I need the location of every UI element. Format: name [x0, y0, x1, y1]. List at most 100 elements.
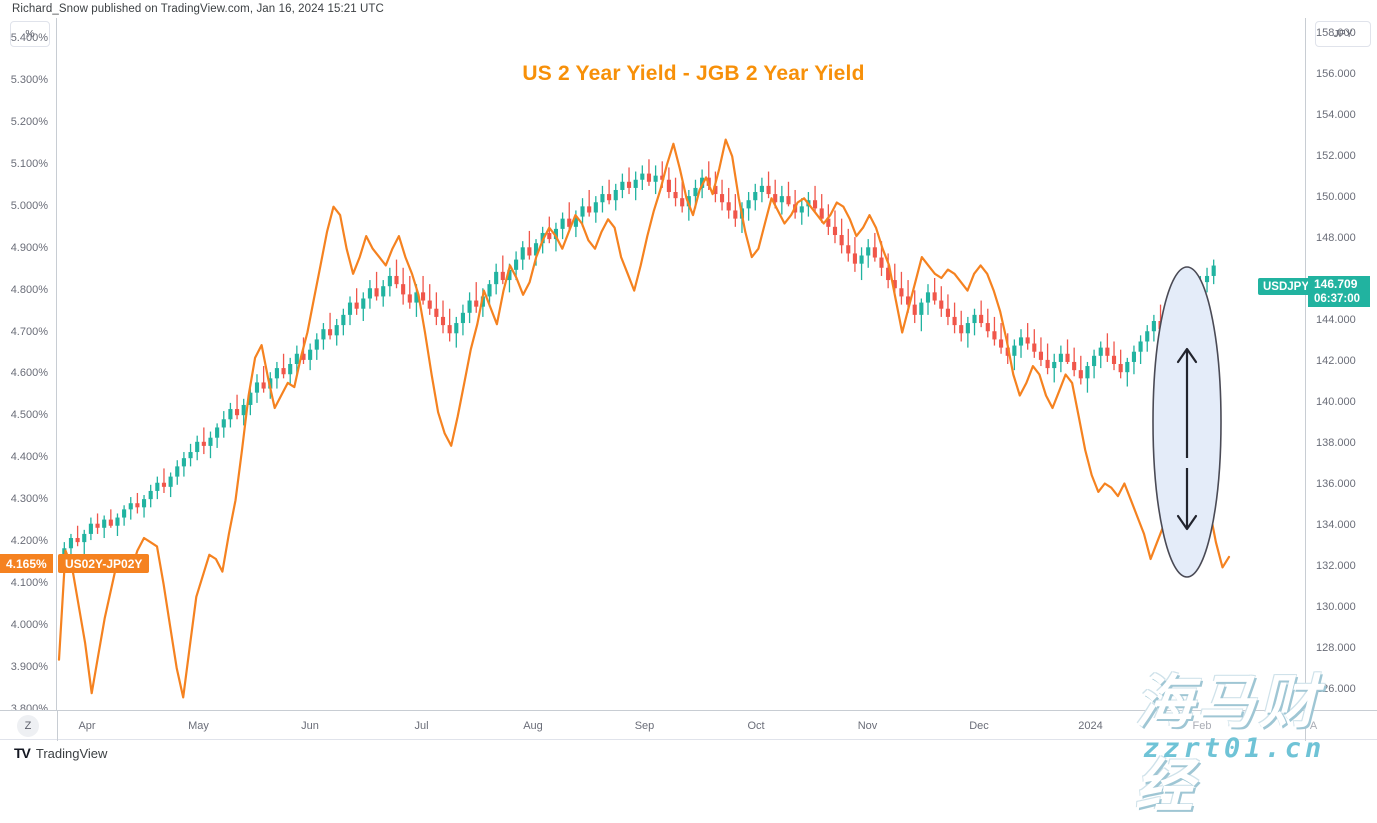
right-axis-tick: 140.000 — [1316, 395, 1356, 408]
left-price-scale[interactable]: % 3.800% 3.900% 4.000% 4.100% 4.200% 4.300% 4.… — [0, 18, 57, 715]
candle-body — [879, 257, 884, 268]
zoom-reset-button[interactable]: Z — [17, 715, 39, 737]
time-axis[interactable]: Z Apr May Jun Jul Aug Sep Oct Nov Dec 2024 Feb A — [0, 710, 1377, 741]
arrow-up-icon — [1176, 347, 1198, 458]
candle-body — [181, 458, 186, 467]
candle-body — [613, 189, 618, 201]
candle-body — [985, 323, 990, 332]
candle-body — [494, 271, 499, 285]
usdjpy-countdown: 06:37:00 — [1314, 292, 1361, 305]
right-axis-tick: 144.000 — [1316, 314, 1356, 326]
candle-body — [640, 173, 645, 180]
time-axis-label: Dec — [969, 720, 989, 732]
time-axis-label: May — [188, 720, 209, 732]
candle-body — [906, 296, 911, 305]
candle-body — [294, 353, 299, 364]
publisher-credit: Richard_Snow published on TradingView.co… — [12, 3, 384, 15]
candle-body — [633, 179, 638, 188]
candle-body — [719, 194, 725, 203]
candle-body — [527, 247, 532, 256]
tradingview-logo[interactable]: TV TradingView — [14, 745, 107, 761]
candle-body — [560, 218, 565, 229]
candle-body — [1072, 361, 1077, 371]
candle-body — [281, 368, 286, 375]
candle-body — [1032, 343, 1037, 352]
candle-body — [680, 198, 685, 207]
candle-body — [1045, 359, 1050, 369]
candle-body — [141, 499, 147, 508]
candle-body — [912, 304, 917, 315]
usdjpy-series-legend[interactable]: USDJPY — [1258, 278, 1315, 295]
candle-body — [1085, 366, 1090, 379]
candle-body — [1012, 345, 1017, 356]
candle-body — [832, 226, 838, 236]
candle-body — [872, 247, 877, 258]
candle-body — [607, 194, 612, 201]
candle-body — [1038, 351, 1044, 360]
candle-body — [381, 286, 386, 297]
candle-body — [361, 298, 366, 309]
candle-body — [660, 175, 665, 180]
spread-price-badge: 4.165% — [0, 554, 53, 573]
candle-body — [866, 247, 871, 256]
candle-body — [155, 482, 160, 491]
candle-body — [221, 419, 226, 428]
left-axis-tick: 4.400% — [10, 451, 48, 464]
tradingview-logo-text: TradingView — [35, 745, 108, 761]
candle-body — [228, 409, 233, 420]
candle-body — [328, 329, 333, 336]
candle-body — [653, 175, 658, 182]
candle-body — [487, 284, 492, 297]
candle-body — [1125, 361, 1130, 373]
candle-body — [347, 302, 353, 315]
candle-body — [188, 452, 193, 459]
candle-body — [859, 255, 864, 264]
candle-body — [161, 482, 167, 487]
candle-body — [434, 308, 439, 317]
right-axis-tick: 130.000 — [1316, 600, 1356, 613]
candle-body — [945, 308, 950, 317]
candle-body — [1204, 275, 1210, 283]
candle-body — [759, 185, 764, 193]
plot-area[interactable] — [57, 18, 1305, 710]
yield-spread-line — [57, 138, 1231, 699]
candle-body — [593, 202, 598, 213]
left-axis-tick: 4.600% — [10, 367, 48, 380]
right-axis-tick: 128.000 — [1316, 641, 1356, 654]
left-scale-unit-button[interactable]: % — [10, 21, 50, 47]
axis-divider-right — [1305, 711, 1306, 741]
candle-body — [301, 353, 306, 360]
candle-body — [387, 275, 392, 287]
left-axis-tick: 4.800% — [10, 283, 48, 296]
candle-body — [75, 538, 80, 543]
candle-body — [128, 503, 133, 510]
time-axis-label: Oct — [747, 720, 765, 732]
candle-body — [82, 533, 87, 543]
candle-body — [786, 196, 791, 205]
spread-series-legend[interactable]: US02Y-JP02Y — [58, 554, 150, 573]
right-price-scale[interactable]: JPY 126.000 128.000 130.000 132.000 134.000 1… — [1305, 18, 1377, 710]
candle-body — [600, 194, 605, 203]
time-axis-label: Aug — [523, 720, 543, 732]
candle-body — [195, 441, 200, 453]
candle-body — [979, 314, 984, 324]
usdjpy-last-price: 146.709 — [1314, 276, 1358, 291]
candle-body — [201, 441, 206, 446]
candle-body — [520, 247, 525, 260]
two-way-risk-annotation[interactable] — [1152, 266, 1222, 578]
candle-body — [68, 538, 74, 549]
right-axis-tick: 142.000 — [1316, 354, 1356, 367]
right-axis-tick: 148.000 — [1316, 232, 1356, 245]
candle-body — [1052, 361, 1057, 369]
candle-body — [799, 206, 804, 213]
left-axis-tick: 4.100% — [10, 577, 48, 590]
candle-body — [507, 269, 512, 281]
candle-body — [122, 509, 127, 518]
candle-body — [713, 185, 718, 195]
candle-body — [959, 325, 964, 334]
candle-body — [261, 382, 266, 389]
right-scale-unit-button[interactable]: JPY — [1315, 21, 1371, 47]
candle-body — [952, 316, 957, 326]
candle-body — [587, 206, 592, 213]
right-axis-tick: 132.000 — [1316, 559, 1356, 572]
